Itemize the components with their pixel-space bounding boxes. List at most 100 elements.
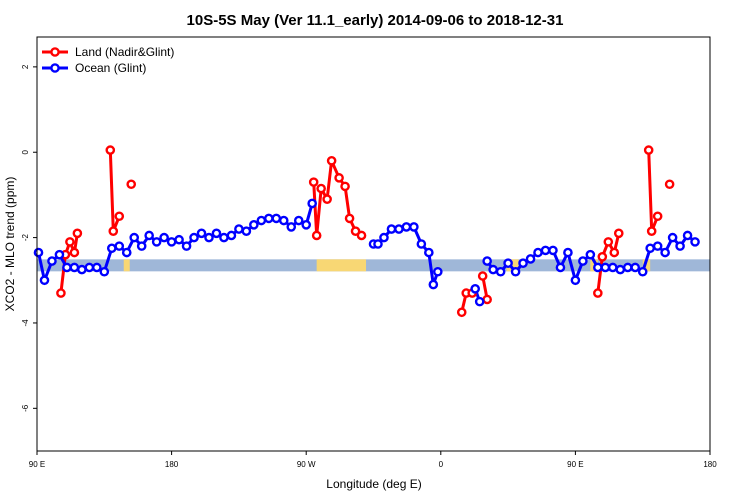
series-1-point-42 xyxy=(386,224,397,234)
series-1-point-5 xyxy=(69,262,80,273)
x-tick-label-5: 180 xyxy=(703,460,717,469)
series-1-point-31 xyxy=(264,213,274,224)
series-0-point-15 xyxy=(322,194,332,204)
series-1-point-62 xyxy=(540,245,551,256)
series-0-point-23 xyxy=(456,307,467,318)
surface-band-ocean xyxy=(37,259,710,272)
series-1-point-60 xyxy=(525,254,536,264)
legend-label-1: Ocean (Glint) xyxy=(75,61,146,75)
legend-marker-0 xyxy=(50,47,60,57)
series-1-point-44 xyxy=(401,222,412,232)
series-1-point-21 xyxy=(189,232,199,243)
series-1-point-46 xyxy=(416,239,427,249)
series-1-point-57 xyxy=(503,258,513,269)
series-0-point-18 xyxy=(340,181,350,192)
series-0-point-28 xyxy=(482,294,492,305)
series-1-point-72 xyxy=(615,264,626,275)
series-1-point-6 xyxy=(77,264,87,275)
series-1-point-26 xyxy=(226,230,237,241)
series-0-point-13 xyxy=(311,230,322,241)
series-1-point-73 xyxy=(622,262,633,273)
series-1-point-30 xyxy=(256,215,267,226)
series-1-point-19 xyxy=(174,234,184,245)
series-1-point-76 xyxy=(645,243,655,254)
y-axis-label: XCO2 - MLO trend (ppm) xyxy=(3,177,17,312)
series-1-point-0 xyxy=(33,247,44,258)
series-1-point-78 xyxy=(660,247,670,258)
series-1-point-37 xyxy=(307,198,317,209)
series-1-point-29 xyxy=(249,219,259,230)
series-1-point-8 xyxy=(92,262,102,273)
x-tick-label-3: 0 xyxy=(439,460,444,469)
series-lines xyxy=(37,150,696,313)
series-points xyxy=(33,145,700,318)
plot-area xyxy=(33,145,710,318)
series-1-point-54 xyxy=(482,256,492,266)
series-0-point-8 xyxy=(114,211,125,222)
series-0-point-19 xyxy=(344,213,355,224)
series-1-point-70 xyxy=(600,262,611,273)
legend: Land (Nadir&Glint) Ocean (Glint) xyxy=(42,45,174,75)
series-1-point-59 xyxy=(518,258,528,269)
x-tick-label-0: 90 E xyxy=(29,460,45,469)
series-1-point-2 xyxy=(47,256,57,266)
series-0-point-7 xyxy=(108,226,119,236)
series-1-point-80 xyxy=(675,241,685,251)
series-1-point-34 xyxy=(286,222,297,232)
series-1-point-22 xyxy=(196,228,207,239)
x-tick-label-4: 90 E xyxy=(567,460,583,469)
series-1-point-82 xyxy=(690,237,700,247)
series-1-point-23 xyxy=(204,232,214,243)
series-1-point-75 xyxy=(637,266,648,277)
series-1-point-4 xyxy=(62,262,72,273)
series-1-point-48 xyxy=(428,279,439,290)
series-0-point-10 xyxy=(126,179,137,190)
y-tick-label-1: 0 xyxy=(21,149,30,154)
series-0-point-37 xyxy=(646,226,657,236)
series-1-point-68 xyxy=(585,249,596,260)
series-1-point-13 xyxy=(129,232,140,243)
series-0-point-34 xyxy=(613,228,624,239)
series-1-point-64 xyxy=(555,262,566,273)
series-0-point-16 xyxy=(326,155,337,166)
series-1-point-36 xyxy=(301,219,312,230)
series-1-point-65 xyxy=(563,247,573,258)
series-0-point-20 xyxy=(350,226,361,236)
series-0-point-0 xyxy=(56,288,66,298)
series-1-point-28 xyxy=(241,226,252,236)
y-axis: 2 0 -2 -4 -6 xyxy=(21,64,37,412)
series-1-point-33 xyxy=(278,215,289,226)
surface-band-land-2 xyxy=(506,259,519,272)
legend-marker-1 xyxy=(50,63,60,73)
series-1-point-55 xyxy=(488,264,498,275)
y-tick-label-4: -6 xyxy=(21,404,30,412)
series-1-point-43 xyxy=(394,224,404,234)
series-0-point-32 xyxy=(603,237,614,247)
series-1-point-56 xyxy=(495,266,506,277)
series-1-point-71 xyxy=(607,262,618,273)
series-0-point-12 xyxy=(308,177,319,187)
surface-band-land-0 xyxy=(123,259,130,272)
x-tick-label-2: 90 W xyxy=(297,460,316,469)
series-0-point-6 xyxy=(105,145,116,155)
series-0-point-17 xyxy=(334,173,344,183)
y-tick-label-3: -4 xyxy=(21,319,30,327)
series-1-point-51 xyxy=(470,284,480,294)
series-1-point-69 xyxy=(593,262,603,273)
series-1-point-25 xyxy=(219,232,229,243)
series-1-point-79 xyxy=(667,232,678,243)
series-1-point-9 xyxy=(99,266,110,277)
series-1-point-16 xyxy=(151,237,162,247)
series-1-point-11 xyxy=(114,241,125,251)
series-0-point-30 xyxy=(593,288,603,298)
surface-band-land-4 xyxy=(642,259,651,272)
plot-frame xyxy=(36,36,711,452)
series-1-point-32 xyxy=(271,213,282,224)
series-1-point-49 xyxy=(433,266,443,277)
y-tick-label-2: -2 xyxy=(21,233,30,241)
series-1-point-74 xyxy=(630,262,641,273)
surface-band xyxy=(37,259,710,272)
series-1-point-14 xyxy=(136,241,147,251)
series-1-point-63 xyxy=(548,245,558,256)
